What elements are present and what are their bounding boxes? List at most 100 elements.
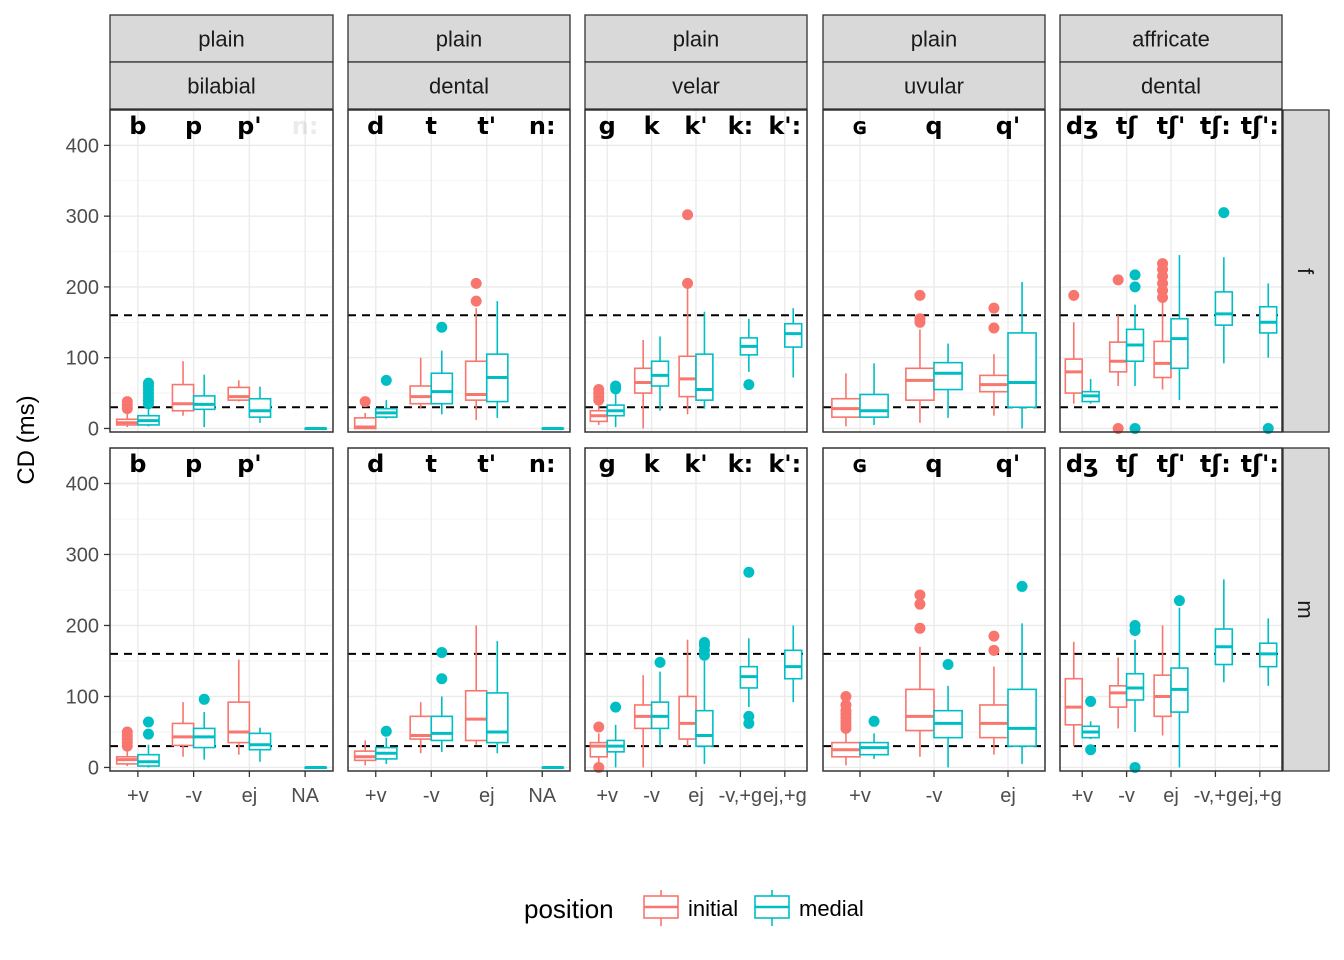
strip-bottom-box	[347, 61, 571, 110]
boxplot-initial	[227, 659, 251, 755]
phoneme-label: k:	[728, 112, 754, 140]
phoneme-label: k:	[728, 450, 754, 478]
phoneme-label: dʒ	[1066, 450, 1099, 478]
x-tick-label: +v	[1071, 785, 1093, 807]
phoneme-label: k'	[684, 450, 707, 478]
phoneme-label: t'	[477, 112, 496, 140]
y-tick-label: 100	[66, 686, 99, 708]
panel-border	[109, 109, 334, 433]
x-tick-label: +v	[849, 785, 871, 807]
boxplot-medial	[1007, 281, 1037, 429]
boxplot-initial	[831, 690, 861, 766]
panel: b p p' n:	[109, 109, 334, 433]
box-body	[1064, 677, 1084, 726]
y-tick-label: 300	[66, 544, 99, 566]
boxplot-medial	[933, 343, 963, 418]
phoneme-label: tʃ:	[1200, 112, 1231, 140]
boxplot-medial	[783, 625, 803, 703]
box-body	[783, 649, 803, 680]
outlier-point	[436, 321, 448, 333]
outlier-point	[682, 209, 694, 221]
panel: dʒ tʃ tʃ' tʃ: tʃ':	[1059, 109, 1283, 434]
outlier-point	[942, 659, 954, 671]
boxplot-medial	[304, 426, 328, 430]
legend-item-initial: initial	[643, 890, 738, 926]
phoneme-label: tʃ	[1116, 450, 1138, 478]
outlier-point	[1129, 422, 1141, 434]
outlier-point	[121, 396, 133, 408]
outlier-point	[593, 721, 605, 733]
outlier-point	[1112, 274, 1124, 286]
boxplot-initial	[979, 302, 1009, 416]
strips-layer: plain bilabial plain dental plain velar plain u…	[109, 14, 1330, 772]
boxplot-medial	[1214, 579, 1234, 683]
phoneme-label: k'	[684, 112, 707, 140]
box-body	[1259, 305, 1278, 334]
strip-bottom-label: dental	[429, 74, 489, 99]
strip-top-label: plain	[911, 27, 957, 52]
boxplot-medial	[374, 374, 398, 419]
phoneme-label: n:	[529, 112, 556, 140]
phoneme-label: b	[129, 112, 146, 140]
boxplot-initial	[1153, 625, 1172, 736]
boxplot-initial	[1108, 274, 1128, 434]
boxplot-medial	[304, 765, 328, 769]
box-body	[1214, 291, 1234, 326]
box-body	[192, 395, 216, 411]
y-tick-label: 0	[88, 757, 99, 779]
boxplot-medial	[695, 311, 714, 409]
outlier-point	[743, 710, 755, 722]
row-strip-box	[1282, 447, 1330, 772]
boxplot-medial	[1170, 255, 1189, 401]
panel-border	[822, 109, 1046, 433]
phoneme-label: ɢ	[852, 112, 867, 140]
phoneme-label: tʃ':	[1241, 112, 1279, 140]
boxplot-medial	[859, 363, 889, 425]
outlier-point	[142, 377, 154, 389]
box-body	[979, 704, 1009, 739]
panel-border	[347, 109, 571, 433]
outlier-point	[610, 380, 622, 392]
phoneme-label: g	[599, 112, 616, 140]
strip-top-box	[347, 14, 571, 63]
boxplot-medial	[1214, 207, 1234, 364]
box-body	[430, 372, 454, 405]
phoneme-label: tʃ'	[1157, 450, 1186, 478]
box-body	[1064, 358, 1084, 394]
box-body	[227, 386, 251, 401]
boxplot-medial	[248, 386, 272, 423]
boxplot-initial	[589, 721, 609, 773]
boxplot-medial	[485, 301, 509, 418]
boxplot-medial	[933, 659, 963, 768]
panel: b p p'	[109, 447, 334, 772]
strip-bottom-box	[584, 61, 808, 110]
outlier-point	[436, 646, 448, 658]
boxplot-medial	[650, 656, 670, 747]
box-body	[171, 722, 195, 747]
box-body	[248, 732, 272, 751]
strip-bottom-box	[822, 61, 1046, 110]
phoneme-label: k':	[768, 450, 801, 478]
outlier-point	[914, 589, 926, 601]
boxplot-medial	[541, 765, 565, 769]
strip-bottom-label: bilabial	[187, 74, 256, 99]
y-tick-label: 300	[66, 206, 99, 228]
box-body	[1170, 317, 1189, 370]
phoneme-label: tʃ'	[1157, 112, 1186, 140]
x-tick-label: NA	[528, 785, 556, 807]
y-axis-title: CD (ms)	[13, 395, 40, 484]
panel: g k k' k: k':	[584, 109, 808, 433]
boxplot-medial	[1081, 378, 1100, 404]
strip-bottom-box	[1059, 61, 1283, 110]
boxplot-medial	[695, 637, 714, 764]
panel: dʒ tʃ tʃ' tʃ: tʃ':	[1059, 447, 1283, 773]
box-body	[227, 701, 251, 744]
outlier-point	[743, 566, 755, 578]
outlier-point	[840, 699, 852, 711]
legend-title: position	[524, 894, 614, 924]
boxplot-medial	[192, 374, 216, 428]
box-body	[1007, 332, 1037, 409]
phoneme-label: dʒ	[1066, 112, 1099, 140]
x-tick-label: -v	[643, 785, 660, 807]
outlier-point	[1173, 595, 1185, 607]
